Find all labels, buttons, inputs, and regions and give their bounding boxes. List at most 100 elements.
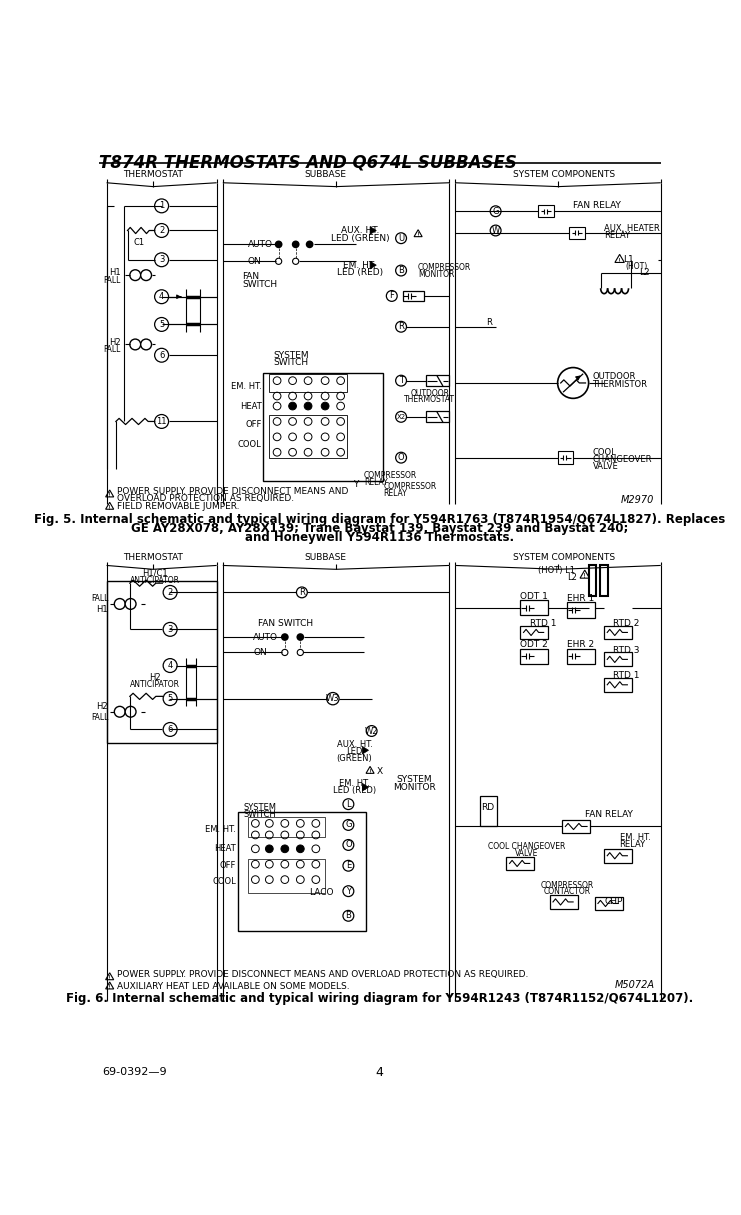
Bar — [247, 859, 325, 893]
Circle shape — [336, 402, 345, 409]
Circle shape — [322, 433, 329, 441]
Circle shape — [306, 241, 313, 248]
Circle shape — [289, 402, 296, 409]
Text: RTD 1: RTD 1 — [614, 671, 640, 680]
Text: FALL: FALL — [90, 594, 108, 603]
Circle shape — [141, 339, 151, 350]
Polygon shape — [106, 982, 113, 989]
Circle shape — [336, 418, 345, 425]
Circle shape — [155, 290, 168, 304]
Bar — [507, 857, 534, 870]
Text: RD: RD — [482, 803, 494, 813]
Bar — [595, 897, 622, 910]
Text: CHP: CHP — [604, 898, 622, 906]
Text: AUX. HT.: AUX. HT. — [341, 226, 379, 234]
Bar — [520, 626, 548, 639]
Text: ANTICIPATOR: ANTICIPATOR — [130, 576, 179, 584]
Text: GE AY28X078, AY28X139; Trane Baystat 139, Baystat 239 and Baystat 240;: GE AY28X078, AY28X139; Trane Baystat 139… — [130, 522, 628, 535]
Circle shape — [251, 876, 259, 883]
Text: LED (GREEN): LED (GREEN) — [330, 233, 389, 243]
Text: T: T — [399, 377, 404, 385]
Text: FAN: FAN — [242, 272, 259, 281]
Text: FIELD REMOVABLE JUMPER.: FIELD REMOVABLE JUMPER. — [117, 503, 240, 512]
Circle shape — [289, 392, 296, 400]
Text: FALL: FALL — [90, 713, 108, 722]
Circle shape — [396, 265, 407, 276]
Circle shape — [336, 448, 345, 456]
Circle shape — [265, 831, 273, 838]
Text: THERMOSTAT: THERMOSTAT — [405, 395, 455, 405]
Circle shape — [322, 392, 329, 400]
Text: SYSTEM: SYSTEM — [244, 803, 276, 813]
Circle shape — [343, 820, 353, 830]
Text: 4: 4 — [167, 661, 173, 669]
Bar — [538, 205, 554, 217]
Text: COOL: COOL — [238, 440, 262, 450]
Bar — [269, 416, 347, 458]
Circle shape — [163, 723, 177, 736]
Text: COMPRESSOR: COMPRESSOR — [383, 482, 436, 491]
Text: FAN SWITCH: FAN SWITCH — [258, 618, 313, 628]
Text: !: ! — [108, 976, 111, 982]
Text: O: O — [398, 453, 405, 462]
Circle shape — [163, 622, 177, 637]
Circle shape — [322, 448, 329, 456]
Circle shape — [305, 448, 312, 456]
Text: G: G — [345, 820, 352, 830]
Circle shape — [336, 392, 345, 400]
Text: ODT 2: ODT 2 — [520, 640, 548, 649]
Circle shape — [343, 860, 353, 871]
Text: VALVE: VALVE — [593, 462, 618, 470]
Circle shape — [276, 259, 282, 265]
Circle shape — [312, 831, 319, 838]
Text: OUTDOOR: OUTDOOR — [411, 389, 449, 399]
Bar — [426, 412, 449, 423]
Text: M5072A: M5072A — [614, 981, 654, 990]
Bar — [600, 565, 608, 597]
Circle shape — [305, 418, 312, 425]
Text: RTD 1: RTD 1 — [531, 618, 557, 628]
Text: ANTICIPATOR: ANTICIPATOR — [130, 680, 179, 689]
Text: COMPRESSOR: COMPRESSOR — [540, 881, 594, 889]
Circle shape — [251, 844, 259, 853]
Text: 5: 5 — [159, 320, 165, 329]
Circle shape — [396, 412, 407, 423]
Text: 5: 5 — [167, 694, 173, 703]
Text: MONITOR: MONITOR — [393, 782, 436, 792]
Bar — [567, 649, 595, 665]
Circle shape — [155, 317, 168, 332]
Text: FAN RELAY: FAN RELAY — [585, 809, 633, 819]
Text: Y: Y — [353, 480, 359, 490]
Circle shape — [273, 377, 281, 384]
Bar — [550, 895, 578, 909]
Text: RTD 3: RTD 3 — [614, 645, 640, 655]
Text: G: G — [492, 207, 499, 216]
Circle shape — [155, 414, 168, 429]
Circle shape — [396, 452, 407, 463]
Text: (HOT) L1: (HOT) L1 — [537, 566, 574, 576]
Circle shape — [281, 831, 289, 838]
Circle shape — [336, 377, 345, 384]
Text: R: R — [398, 322, 404, 332]
Circle shape — [289, 448, 296, 456]
Circle shape — [155, 199, 168, 213]
Circle shape — [273, 448, 281, 456]
Text: EM. HT.: EM. HT. — [339, 779, 370, 787]
Text: W3: W3 — [326, 694, 339, 703]
Circle shape — [155, 253, 168, 266]
Text: RELAY: RELAY — [383, 490, 407, 498]
Bar — [269, 374, 347, 392]
Circle shape — [396, 321, 407, 332]
Text: 2: 2 — [167, 588, 173, 597]
Text: SWITCH: SWITCH — [242, 279, 277, 289]
Text: L: L — [346, 799, 350, 809]
Text: !: ! — [108, 504, 111, 510]
Bar — [567, 603, 595, 617]
Circle shape — [273, 392, 281, 400]
Bar — [239, 812, 366, 931]
Circle shape — [163, 586, 177, 599]
Text: THERMISTOR: THERMISTOR — [593, 380, 648, 389]
Text: L2: L2 — [639, 269, 650, 277]
Text: MONITOR: MONITOR — [418, 270, 454, 279]
Polygon shape — [366, 767, 374, 774]
